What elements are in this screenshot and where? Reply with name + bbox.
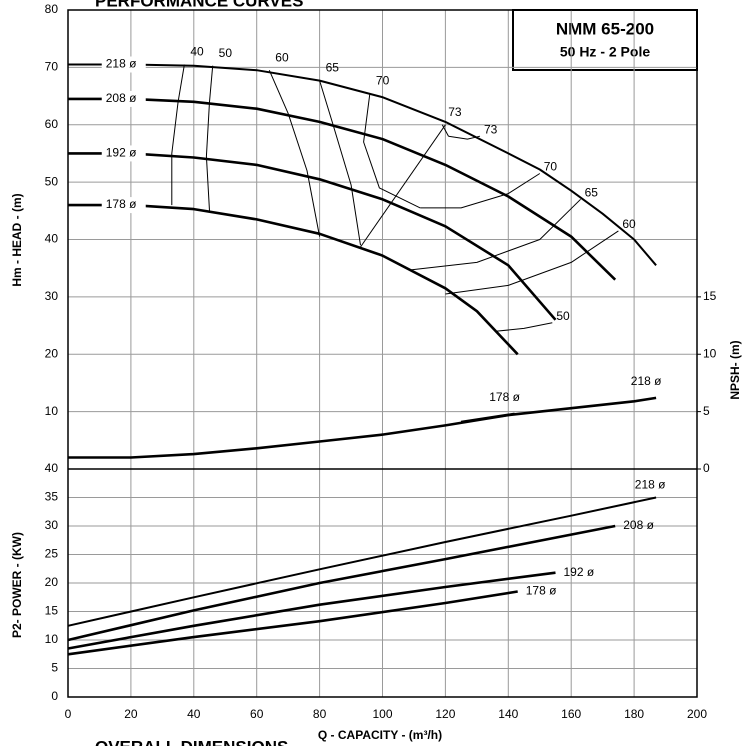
efficiency-label: 40 (190, 45, 204, 59)
x-tick-label: 60 (250, 707, 264, 721)
y-tick-label: 70 (45, 60, 59, 74)
curve-label: 218 ø (631, 374, 662, 388)
bep-line (360, 124, 446, 248)
y-tick-label: 40 (45, 461, 59, 475)
x-tick-label: 40 (187, 707, 201, 721)
efficiency-curve (363, 93, 421, 209)
curve (67, 524, 616, 642)
efficiency-label: 70 (544, 160, 558, 174)
curve-label: 192 ø (106, 146, 137, 160)
efficiency-curve (205, 65, 214, 211)
y-tick-label: 20 (45, 575, 59, 589)
efficiency-curve (410, 198, 581, 271)
efficiency-curve (268, 70, 321, 237)
curve (68, 63, 657, 266)
curve-label: 208 ø (106, 91, 137, 105)
x-tick-label: 100 (372, 707, 392, 721)
curve (67, 590, 518, 656)
plot-lines (67, 56, 657, 656)
efficiency-label: 73 (448, 105, 462, 119)
y-tick-label: 10 (45, 404, 59, 418)
x-tick-label: 160 (561, 707, 581, 721)
curve (68, 203, 519, 356)
grid (67, 9, 701, 698)
curve (460, 412, 515, 424)
curve-label: 178 ø (106, 197, 137, 211)
y2-tick-label: 0 (703, 461, 710, 475)
efficiency-label: 65 (326, 61, 340, 75)
y-axis-label: Hm - HEAD - (m) (10, 193, 24, 286)
spec: 50 Hz - 2 Pole (560, 44, 650, 60)
label-bg (101, 90, 146, 107)
y-tick-label: 30 (45, 518, 59, 532)
efficiency-curve (448, 135, 481, 140)
efficiency-label: 50 (219, 46, 233, 60)
model: NMM 65-200 (556, 19, 654, 38)
y-tick-label: 0 (51, 689, 58, 703)
x-tick-label: 180 (624, 707, 644, 721)
y-tick-label: 30 (45, 289, 59, 303)
y2-tick-label: 15 (703, 289, 717, 303)
curve (68, 97, 617, 281)
curve-label: 208 ø (623, 518, 654, 532)
curve (68, 152, 557, 321)
efficiency-curve (495, 322, 553, 332)
model-box (512, 9, 698, 71)
curve-label: 218 ø (635, 478, 666, 492)
efficiency-label: 60 (275, 50, 289, 64)
curve (68, 396, 657, 459)
efficiency-label: 50 (556, 309, 570, 323)
y-tick-label: 5 (51, 661, 58, 675)
plot-frame (67, 9, 698, 698)
x-tick-label: 120 (435, 707, 455, 721)
efficiency-label: 70 (376, 73, 390, 87)
label-bg (101, 56, 146, 73)
y2-tick-label: 10 (703, 346, 717, 360)
efficiency-curve (441, 124, 449, 137)
y-tick-label: 50 (45, 174, 59, 188)
x-tick-label: 0 (65, 707, 72, 721)
x-tick-label: 80 (313, 707, 327, 721)
y-tick-label: 35 (45, 490, 59, 504)
y-tick-label: 40 (45, 232, 59, 246)
y-tick-label: 15 (45, 604, 59, 618)
efficiency-curve (171, 64, 185, 206)
curve-label: 178 ø (489, 390, 520, 404)
label-bg (101, 145, 146, 162)
y-tick-label: 20 (45, 346, 59, 360)
y-axis-label: P2- POWER - (KW) (10, 532, 24, 638)
x-tick-label: 140 (498, 707, 518, 721)
y2-tick-label: 5 (703, 404, 710, 418)
y-tick-label: 60 (45, 117, 59, 131)
curve (67, 571, 556, 650)
curve-label: 192 ø (563, 565, 594, 579)
efficiency-curve (319, 80, 361, 246)
efficiency-curve (420, 173, 541, 209)
y-tick-label: 25 (45, 547, 59, 561)
curve-label: 178 ø (526, 584, 557, 598)
label-bg (101, 197, 146, 214)
efficiency-label: 65 (585, 186, 599, 200)
curve-label: 218 ø (106, 57, 137, 71)
x-tick-label: 20 (124, 707, 138, 721)
chart-title: PERFORMANCE CURVES (95, 0, 303, 10)
efficiency-curve (445, 230, 619, 295)
efficiency-label: 73 (484, 122, 498, 136)
x-tick-label: 200 (687, 707, 707, 721)
efficiency-label: 60 (622, 217, 636, 231)
curve (67, 496, 657, 627)
y-tick-label: 10 (45, 632, 59, 646)
x-axis-label: Q - CAPACITY - (m³/h) (318, 728, 442, 742)
y-tick-label: 80 (45, 2, 59, 16)
footer-title: OVERALL DIMENSIONS (95, 737, 288, 746)
y2-axis-label: NPSH- (m) (728, 340, 742, 399)
